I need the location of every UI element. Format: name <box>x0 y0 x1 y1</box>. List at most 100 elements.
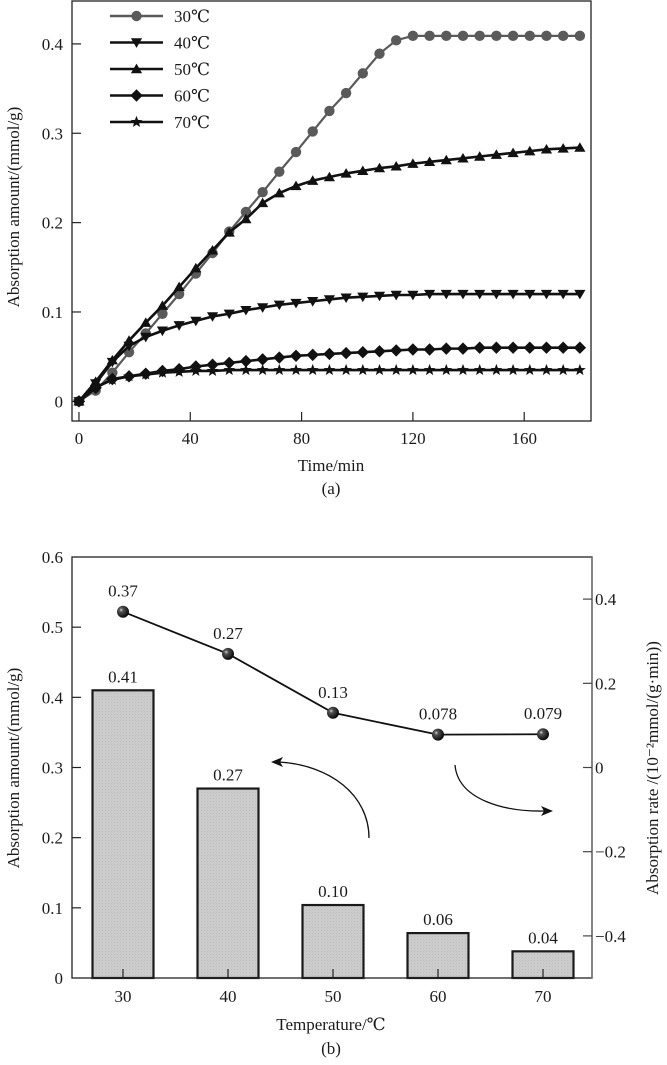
marker-star <box>123 370 135 382</box>
x-tick-label-b: 50 <box>325 987 342 1006</box>
bar <box>91 689 155 980</box>
arrow-to-left-axis <box>271 757 370 839</box>
marker-triangle-down <box>130 38 143 48</box>
marker-star <box>540 363 553 376</box>
marker-diamond <box>206 358 219 371</box>
x-axis-title-a: Time/min <box>298 456 365 475</box>
panel-label-a: (a) <box>322 479 341 498</box>
marker-triangle-up <box>257 197 269 208</box>
marker-triangle-up <box>223 227 235 237</box>
marker-triangle-down <box>240 305 252 316</box>
marker-circle <box>507 30 519 42</box>
y-tick-label-b: 0.4 <box>42 688 64 707</box>
marker-star <box>206 364 219 376</box>
rate-point <box>537 728 549 741</box>
marker-diamond <box>540 341 553 354</box>
marker-diamond <box>306 348 319 362</box>
marker-triangle-up <box>390 160 402 171</box>
marker-circle <box>574 30 586 42</box>
marker-triangle-down <box>574 289 586 300</box>
marker-triangle-down <box>423 289 436 300</box>
marker-triangle-up <box>273 187 285 198</box>
marker-star <box>407 363 419 376</box>
marker-diamond <box>273 351 286 364</box>
marker-diamond <box>339 346 353 360</box>
rate-value-label: 0.13 <box>318 683 348 702</box>
marker-triangle-up <box>307 175 319 185</box>
y-tick-label-b: 0.3 <box>42 759 63 778</box>
marker-star <box>423 363 436 376</box>
marker-circle <box>557 30 569 42</box>
y-axis-right-b: −0.4 −0.2 0 0.2 0.4 <box>583 590 626 946</box>
bars-b: 0.41 0.27 0.10 0.06 0.04 <box>91 667 575 980</box>
marker-star <box>89 380 102 393</box>
marker-circle <box>290 146 302 158</box>
marker-circle <box>474 30 485 42</box>
marker-star <box>306 363 319 376</box>
y-axis-title-right-b: Absorption rate /(10⁻²mmol/(g·min)) <box>643 641 662 895</box>
marker-circle <box>257 187 268 198</box>
bar-value-label: 0.27 <box>213 766 243 785</box>
marker-diamond <box>573 341 587 354</box>
marker-diamond <box>506 341 520 354</box>
marker-triangle-down <box>273 300 285 311</box>
marker-triangle-up <box>240 213 252 224</box>
marker-circle <box>357 68 369 79</box>
marker-circle <box>324 105 335 117</box>
chart-b: 0.41 0.27 0.10 0.06 0.04 0 0.1 0.2 0.3 0.4 0.5 0.6… <box>4 548 662 1058</box>
marker-triangle-down <box>474 289 486 300</box>
rate-value-label: 0.37 <box>108 582 138 601</box>
marker-triangle-down <box>323 295 336 305</box>
marker-diamond <box>406 343 420 356</box>
marker-star <box>473 363 486 376</box>
marker-triangle-down <box>140 332 152 343</box>
marker-star <box>106 373 119 385</box>
y-tick-label-a: 0.4 <box>42 35 64 54</box>
marker-star <box>573 363 586 376</box>
legend-label: 70℃ <box>174 113 210 132</box>
marker-diamond <box>456 342 470 355</box>
marker-triangle-up <box>557 143 569 153</box>
marker-circle <box>274 166 285 177</box>
marker-circle <box>441 30 452 42</box>
y-tick-label-b: 0 <box>55 969 64 988</box>
marker-triangle-down <box>457 289 469 300</box>
x-tick-label-b: 40 <box>220 987 237 1006</box>
y-tick-label-a: 0.3 <box>42 124 63 143</box>
marker-triangle-up <box>407 158 419 168</box>
chart-a: 0 0.1 0.2 0.3 0.4 0 40 80 120 160 30℃ 40℃ 50℃ 60℃ 70… <box>4 0 592 498</box>
x-tick-label-b: 30 <box>115 987 132 1006</box>
legend-label: 60℃ <box>174 87 210 106</box>
marker-triangle-up <box>540 144 553 154</box>
y-tick-label-right-b: −0.2 <box>595 843 626 862</box>
marker-triangle-down <box>440 289 452 300</box>
bar <box>301 903 365 980</box>
rate-value-label: 0.27 <box>213 624 243 643</box>
bar-value-label: 0.04 <box>528 928 558 947</box>
x-axis-b: 30 40 50 60 70 <box>115 969 552 1006</box>
marker-circle <box>131 10 142 22</box>
x-axis-title-b: Temperature/℃ <box>276 1015 385 1034</box>
marker-diamond <box>130 89 143 102</box>
rate-value-label: 0.079 <box>524 704 562 723</box>
marker-triangle-up <box>106 354 118 365</box>
marker-diamond <box>256 353 269 366</box>
series-line <box>78 368 580 403</box>
marker-triangle-down <box>490 289 502 300</box>
y-tick-label-b: 0.5 <box>42 618 63 637</box>
marker-diamond <box>556 341 570 354</box>
marker-diamond <box>289 349 303 362</box>
legend-item: 50℃ <box>110 60 210 79</box>
bar <box>196 787 260 980</box>
marker-circle <box>524 30 535 42</box>
marker-triangle-up <box>156 300 169 310</box>
series-triangle-down <box>73 289 586 407</box>
y-tick-label-right-b: 0.2 <box>595 674 616 693</box>
marker-triangle-up <box>123 335 135 345</box>
marker-star <box>557 363 570 376</box>
y-tick-label-a: 0 <box>55 392 64 411</box>
marker-triangle-up <box>524 145 536 156</box>
y-axis-title-left-b: Absorption amount/(mmol/g) <box>4 668 23 869</box>
marker-triangle-up <box>457 152 469 163</box>
marker-triangle-up <box>490 149 502 159</box>
